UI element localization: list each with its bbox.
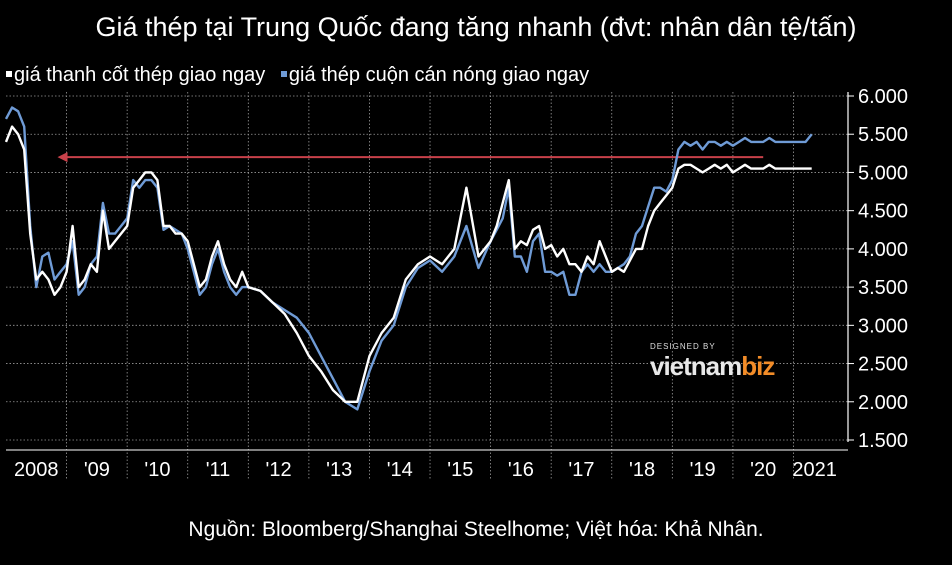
x-tick-label: '13 [326, 459, 352, 481]
x-tick-label: 2021 [792, 459, 837, 481]
y-tick-label: 6.000 [858, 86, 908, 108]
arrow-head [57, 152, 68, 163]
y-tick-label: 1.500 [858, 430, 908, 452]
x-tick-label: '14 [387, 459, 413, 481]
logo-caption: DESIGNED BY [650, 342, 716, 351]
series-line-rebar [4, 125, 812, 403]
x-tick-label: 2008 [14, 459, 59, 481]
source-note: Nguồn: Bloomberg/Shanghai Steelhome; Việ… [188, 518, 764, 541]
vietnambiz-logo: DESIGNED BY vietnambiz [650, 342, 775, 382]
logo-wordmark: vietnambiz [650, 351, 775, 382]
x-tick-label: '09 [84, 459, 110, 481]
legend-item-hrc: giá thép cuộn cán nóng giao ngay [280, 64, 590, 87]
x-tick-label: '11 [206, 459, 231, 481]
x-tick-label: '15 [447, 459, 473, 481]
x-tick-label: '19 [690, 459, 716, 481]
x-tick-label: '18 [629, 459, 655, 481]
logo-accent: biz [741, 351, 775, 381]
chart-title: Giá thép tại Trung Quốc đang tăng nhanh … [95, 12, 857, 42]
y-tick-label: 3.000 [858, 315, 908, 337]
x-tick-label: '12 [266, 459, 292, 481]
legend-label-hrc: giá thép cuộn cán nóng giao ngay [288, 64, 590, 86]
y-tick-label: 4.500 [858, 201, 908, 223]
legend-label-rebar: giá thanh cốt thép giao ngay [14, 64, 266, 86]
logo-main: vietnam [650, 351, 742, 381]
y-tick-label: 5.500 [858, 124, 908, 146]
x-tick-label: '10 [144, 459, 170, 481]
legend-item-rebar: giá thanh cốt thép giao ngay [6, 64, 265, 87]
series-line-hrc [4, 106, 813, 411]
y-tick-label: 2.000 [858, 392, 908, 414]
legend: giá thanh cốt thép giao ngay giá thép cu… [6, 64, 599, 87]
y-tick-label: 4.000 [858, 239, 908, 261]
legend-swatch-hrc [280, 70, 287, 77]
x-tick-label: '16 [508, 459, 534, 481]
y-tick-label: 2.500 [858, 354, 908, 376]
line-chart: 1.500 2.000 2.500 3.000 3.500 4.000 4.500 5.000… [4, 86, 908, 481]
legend-swatch-rebar [6, 70, 12, 77]
y-tick-label: 3.500 [858, 277, 908, 299]
y-tick-label: 5.000 [858, 162, 908, 184]
x-tick-label: '17 [568, 459, 594, 481]
x-tick-label: '20 [750, 459, 776, 481]
